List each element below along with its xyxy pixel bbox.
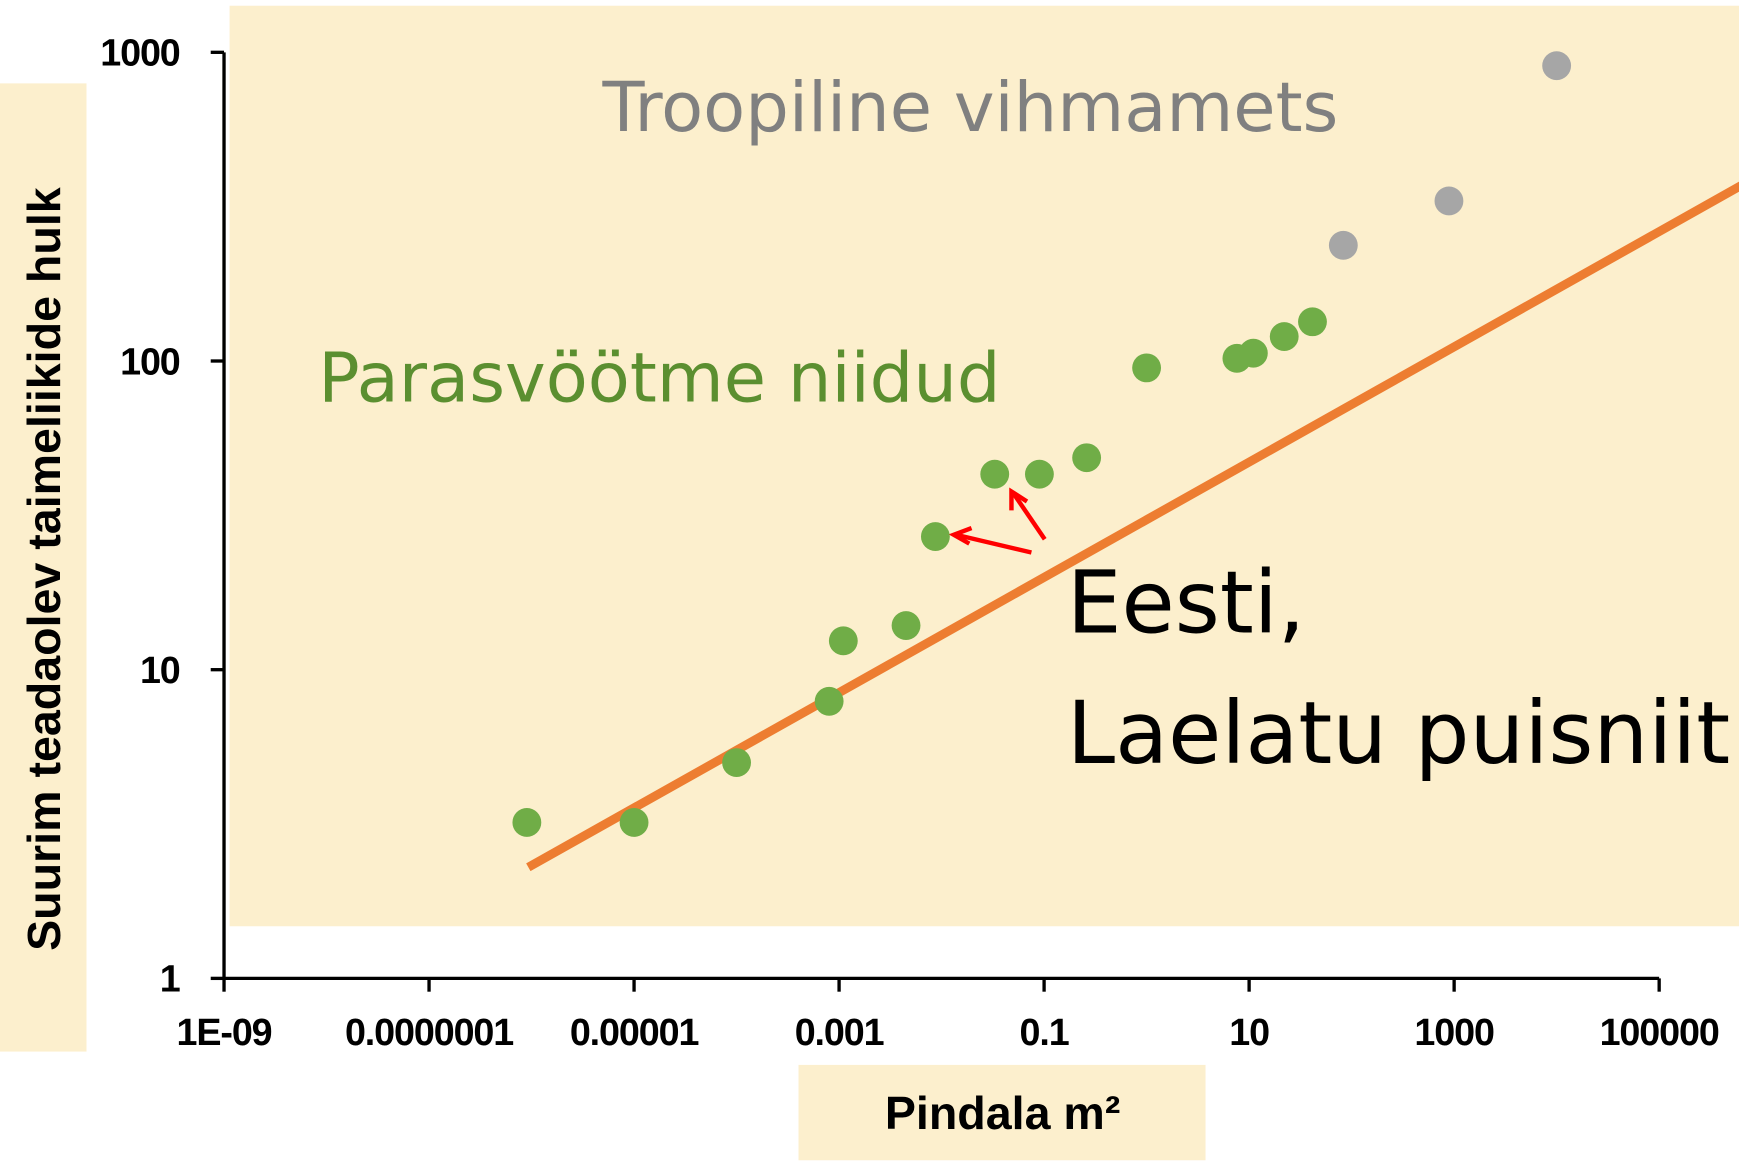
x-tick-label: 0.00001 (570, 1011, 699, 1053)
annotation: Laelatu puisniit (1067, 684, 1730, 784)
x-label-box (798, 1064, 1206, 1161)
arrows (948, 487, 1047, 555)
annotation: Eesti, (1067, 553, 1305, 653)
x-tick-label: 0.0000001 (345, 1011, 513, 1053)
point (1132, 353, 1162, 383)
x-tick-label: 10 (1229, 1011, 1269, 1053)
point (814, 686, 844, 716)
y-tick-label: 1 (160, 958, 180, 1000)
plot: 1E-09 0.0000001 0.00001 0.001 0.1 10 1000 10000… (100, 32, 1739, 1053)
x-axis-label: Pindala m² (885, 1087, 1121, 1139)
point (1072, 443, 1102, 473)
y-tick-label: 100 (120, 340, 180, 382)
y-tick-label: 10 (140, 649, 180, 691)
point (619, 808, 649, 837)
annotation: Parasvöötme niidud (318, 339, 1000, 419)
annotation: Troopiline vihmamets (601, 68, 1338, 148)
point (980, 459, 1010, 489)
arrow (955, 532, 1032, 555)
arrow (1011, 492, 1047, 541)
y-axis-label: Suurim teadaolev taimeliikide hulk (18, 187, 70, 951)
x-tick-label: 100000 (1600, 1011, 1719, 1053)
point (1238, 338, 1268, 368)
point (722, 748, 751, 778)
point (1542, 51, 1572, 81)
point (1024, 459, 1054, 489)
y-tick-label: 1000 (100, 32, 180, 74)
point (920, 522, 950, 551)
point (1298, 307, 1327, 337)
x-tick-label: 0.1 (1020, 1011, 1069, 1053)
point (1434, 186, 1464, 216)
point (1328, 230, 1358, 260)
point (1269, 322, 1299, 351)
point (891, 611, 921, 640)
trendline (526, 181, 1739, 872)
arrow-head (948, 526, 973, 546)
x-tick-label: 0.001 (795, 1011, 884, 1053)
point (828, 626, 858, 656)
point (512, 808, 542, 837)
x-tick-label: 1E-09 (177, 1011, 272, 1053)
y-label-box (0, 83, 87, 1052)
arrow-head (1009, 487, 1029, 511)
x-tick-label: 1000 (1414, 1011, 1494, 1053)
